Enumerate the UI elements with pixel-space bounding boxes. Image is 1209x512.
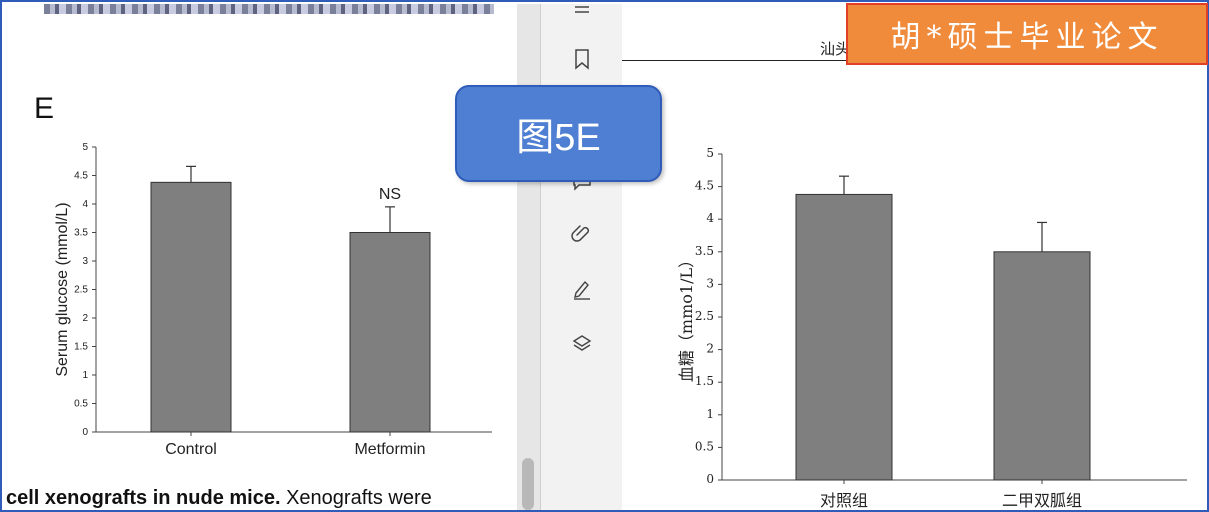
figure-image-strip	[44, 4, 494, 14]
y-tick-label: 5	[82, 142, 88, 153]
x-category-label: 二甲双胍组	[1002, 491, 1082, 510]
y-tick-label: 5	[706, 146, 714, 160]
page-header-rule	[622, 60, 854, 61]
chinese-bar-chart: 0 0.5 1 1.5 2 2.5 3 3.5 4 4.5 5 对照组 二甲双胍组 血糖（mmo1/L）	[677, 146, 1187, 510]
x-category-label: Metformin	[354, 441, 425, 458]
y-tick-label: 0	[82, 427, 88, 438]
bar	[795, 193, 893, 481]
y-tick-label: 4.5	[695, 179, 714, 193]
y-tick-label: 3	[706, 276, 714, 290]
y-axis-label: 血糖（mmo1/L）	[677, 252, 696, 382]
attachment-icon[interactable]	[541, 219, 623, 249]
bar	[349, 232, 431, 433]
y-tick-label: 1	[82, 370, 88, 381]
list-icon[interactable]	[541, 0, 623, 24]
y-tick-label: 3	[82, 256, 88, 267]
bar	[993, 251, 1091, 481]
y-tick-label: 4	[82, 199, 88, 210]
y-tick-label: 4	[706, 211, 714, 225]
y-tick-label: 1.5	[74, 342, 88, 353]
y-tick-label: 1	[706, 407, 714, 421]
bar	[150, 181, 232, 433]
scrollbar-thumb[interactable]	[522, 458, 534, 510]
y-tick-label: 1.5	[695, 374, 714, 388]
left-document-page[interactable]: E 0 0.5 1 1.5 2 2.5 3 3.5 4 4.5 5 Control Metformin N…	[4, 4, 517, 510]
y-tick-label: 3.5	[74, 228, 88, 239]
y-tick-label: 2	[82, 313, 88, 324]
thesis-banner: 胡*硕士毕业论文	[846, 3, 1208, 65]
y-tick-label: 2.5	[695, 309, 714, 323]
y-tick-label: 4.5	[74, 171, 88, 182]
x-category-label: 对照组	[820, 491, 868, 510]
figure-callout: 图5E	[455, 85, 662, 182]
panel-letter: E	[34, 92, 55, 125]
layers-icon[interactable]	[541, 329, 623, 359]
page-header-text: 汕头	[820, 40, 851, 58]
caption-rest: Xenografts were	[280, 487, 432, 509]
x-category-label: Control	[165, 441, 217, 458]
figure-caption: cell xenografts in nude mice. Xenografts…	[6, 487, 432, 510]
y-tick-label: 2.5	[74, 285, 88, 296]
y-tick-label: 0	[706, 472, 714, 486]
caption-bold: cell xenografts in nude mice.	[6, 487, 281, 509]
side-toolbar	[540, 4, 623, 510]
significance-label: NS	[379, 186, 401, 203]
scroll-track[interactable]	[517, 4, 540, 510]
signature-icon[interactable]	[541, 274, 623, 304]
bookmark-icon[interactable]	[541, 44, 623, 74]
right-document-page[interactable]: 汕头 0 0.5 1 1.5 2 2.5 3 3.5 4 4.5 5 对照组 二甲双胍组 血糖（mmo1/…	[622, 4, 1207, 510]
y-tick-label: 2	[706, 342, 714, 356]
y-axis-label: Serum glucose (mmol/L)	[54, 202, 71, 376]
y-tick-label: 0.5	[74, 399, 88, 410]
y-tick-label: 3.5	[695, 244, 714, 258]
y-tick-label: 0.5	[695, 439, 714, 453]
english-bar-chart: 0 0.5 1 1.5 2 2.5 3 3.5 4 4.5 5 Control Metformin NS S…	[54, 142, 492, 458]
